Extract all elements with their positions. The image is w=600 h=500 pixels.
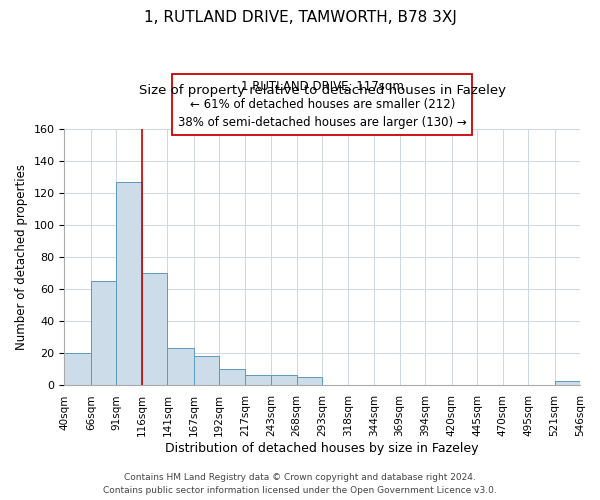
Bar xyxy=(194,356,219,384)
X-axis label: Distribution of detached houses by size in Fazeley: Distribution of detached houses by size … xyxy=(166,442,479,455)
Bar xyxy=(219,368,245,384)
Bar xyxy=(245,375,271,384)
Text: Contains HM Land Registry data © Crown copyright and database right 2024.
Contai: Contains HM Land Registry data © Crown c… xyxy=(103,474,497,495)
Bar xyxy=(271,375,297,384)
Title: Size of property relative to detached houses in Fazeley: Size of property relative to detached ho… xyxy=(139,84,506,98)
Y-axis label: Number of detached properties: Number of detached properties xyxy=(15,164,28,350)
Bar xyxy=(297,376,322,384)
Bar xyxy=(91,281,116,384)
Bar xyxy=(64,352,91,384)
Text: 1, RUTLAND DRIVE, TAMWORTH, B78 3XJ: 1, RUTLAND DRIVE, TAMWORTH, B78 3XJ xyxy=(143,10,457,25)
Bar xyxy=(116,182,142,384)
Bar xyxy=(142,273,167,384)
Bar xyxy=(554,382,580,384)
Text: 1 RUTLAND DRIVE: 117sqm
← 61% of detached houses are smaller (212)
38% of semi-d: 1 RUTLAND DRIVE: 117sqm ← 61% of detache… xyxy=(178,80,467,129)
Bar xyxy=(167,348,194,385)
